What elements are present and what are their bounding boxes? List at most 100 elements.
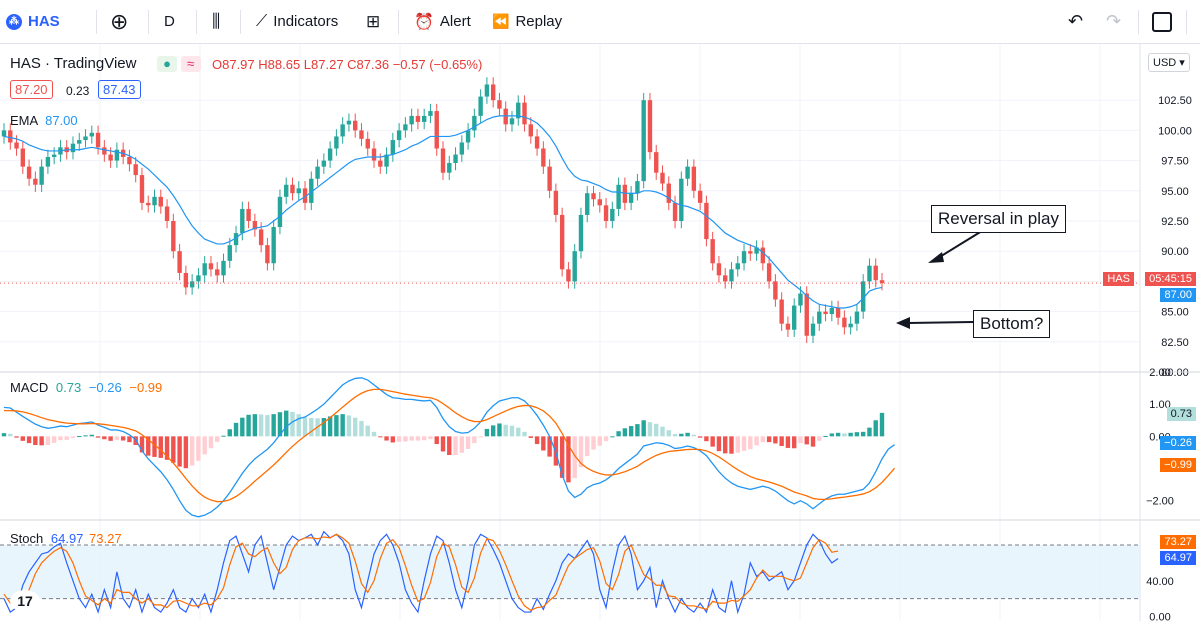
stoch-axis-tick: 40.00: [1146, 576, 1174, 588]
candle-body: [522, 102, 527, 125]
candle-body: [798, 293, 803, 306]
candle-body: [421, 115, 427, 122]
macd-histogram-bar: [334, 415, 339, 437]
macd-histogram-bar: [127, 436, 132, 443]
macd-histogram-bar: [842, 433, 847, 437]
macd-histogram-bar: [64, 436, 69, 440]
candle-body: [378, 160, 383, 167]
candle-body: [710, 239, 715, 264]
macd-histogram-bar: [453, 436, 458, 456]
undo-icon[interactable]: ↶: [1068, 11, 1084, 31]
price-axis-tick: 97.50: [1161, 156, 1189, 168]
macd-histogram-bar: [873, 420, 878, 437]
macd-histogram-bar: [729, 436, 734, 454]
divider: [1138, 10, 1139, 34]
macd-histogram-bar: [20, 436, 26, 441]
price-axis-tick: 85.00: [1161, 307, 1189, 319]
macd-histogram-bar: [472, 436, 477, 444]
macd-histogram-bar: [497, 423, 502, 437]
macd-histogram-bar: [189, 436, 195, 466]
candle-body: [484, 84, 490, 97]
indicators-button[interactable]: ⟋ Indicators: [256, 0, 338, 43]
divider: [398, 10, 399, 34]
macd-histogram-bar: [177, 436, 182, 467]
macd-histogram-bar: [271, 414, 276, 437]
ema-legend[interactable]: EMA 87.00: [10, 113, 78, 128]
candle-body: [497, 100, 502, 109]
candle-body: [196, 275, 201, 282]
arrowhead-icon: [896, 317, 910, 329]
candle-body: [14, 142, 19, 149]
candle-body: [622, 184, 628, 203]
macd-legend[interactable]: MACD 0.73 −0.26 −0.99: [10, 380, 162, 395]
candle-body: [666, 183, 671, 203]
currency-button[interactable]: USD ▾: [1148, 53, 1190, 72]
candle-body: [704, 202, 709, 240]
macd-histogram-bar: [158, 436, 163, 458]
bid-price-box[interactable]: 87.20: [10, 80, 53, 99]
replay-button[interactable]: ⏪ Replay: [492, 0, 562, 43]
candle-body: [578, 214, 584, 252]
ask-price-box[interactable]: 87.43: [98, 80, 141, 99]
candle-body: [760, 247, 766, 264]
ema-label: EMA: [10, 113, 38, 128]
symbol-label: HAS: [28, 13, 60, 30]
bottom-annotation[interactable]: Bottom?: [973, 310, 1051, 338]
macd-histogram-bar: [723, 436, 728, 454]
interval-button[interactable]: D: [164, 13, 175, 30]
macd-histogram-bar: [246, 414, 251, 437]
ohlc-readout: O87.97 H88.65 L87.27 C87.36 −0.57 (−0.65…: [212, 57, 483, 72]
reversal-annotation[interactable]: Reversal in play: [931, 205, 1066, 233]
candle-body: [842, 317, 847, 328]
alert-button[interactable]: ⏰ Alert: [414, 0, 471, 43]
candle-body: [572, 251, 577, 282]
top-toolbar: ⁂ HAS ⊕ D ⫼ ⟋ Indicators ⊞ ⏰ Alert ⏪ Rep…: [0, 0, 1200, 44]
candle-body: [879, 280, 885, 284]
candle-body: [258, 229, 264, 246]
macd-histogram-bar: [152, 436, 157, 457]
chart-canvas[interactable]: 80.0082.5085.0087.5090.0092.5095.0097.50…: [0, 44, 1200, 621]
fullscreen-icon[interactable]: [1152, 0, 1172, 43]
candle-body: [616, 184, 621, 209]
candles-chart-type-icon[interactable]: ⫼: [212, 11, 221, 31]
price-axis-tick: 95.00: [1161, 186, 1189, 198]
arrowhead-icon: [928, 252, 944, 263]
candle-body: [171, 221, 176, 252]
macd-histogram-bar: [403, 436, 408, 442]
alert-label: Alert: [439, 13, 471, 30]
candle-body: [735, 263, 740, 270]
candle-body: [779, 299, 784, 324]
candle-body: [854, 311, 860, 324]
candle-body: [597, 199, 602, 206]
currency-label: USD: [1153, 57, 1177, 69]
candle-body: [785, 323, 791, 330]
candle-body: [509, 118, 515, 125]
stoch-legend[interactable]: Stoch 64.97 73.27: [10, 531, 122, 546]
candle-body: [26, 166, 32, 179]
layouts-grid-icon[interactable]: ⊞: [366, 11, 381, 31]
macd-histogram-bar: [603, 436, 609, 442]
macd-histogram-bar: [428, 436, 433, 439]
macd-histogram-bar: [490, 425, 496, 437]
candle-body: [302, 188, 308, 203]
redo-icon[interactable]: ↷: [1106, 11, 1122, 31]
macd-histogram-bar: [635, 424, 640, 437]
macd-histogram-bar: [265, 415, 270, 437]
candle-body: [365, 138, 370, 149]
candle-body: [697, 190, 703, 203]
macd-histogram-bar: [8, 433, 13, 437]
candle-body: [208, 263, 214, 270]
compare-add-icon[interactable]: ⊕: [110, 8, 129, 34]
macd-histogram-bar: [478, 436, 483, 438]
tradingview-logo-icon[interactable]: 17: [10, 590, 40, 612]
market-status-badges[interactable]: ● ≈: [157, 55, 201, 72]
indicators-label: Indicators: [273, 13, 339, 30]
macd-histogram-bar: [685, 432, 690, 437]
macd-histogram-bar: [697, 436, 703, 438]
macd-histogram-bar: [741, 436, 747, 451]
price-tag-ema: 87.00: [1160, 288, 1196, 302]
candle-body: [277, 196, 283, 228]
symbol-search-button[interactable]: ⁂ HAS: [6, 0, 60, 43]
candle-body: [309, 178, 314, 203]
candle-body: [817, 311, 822, 324]
